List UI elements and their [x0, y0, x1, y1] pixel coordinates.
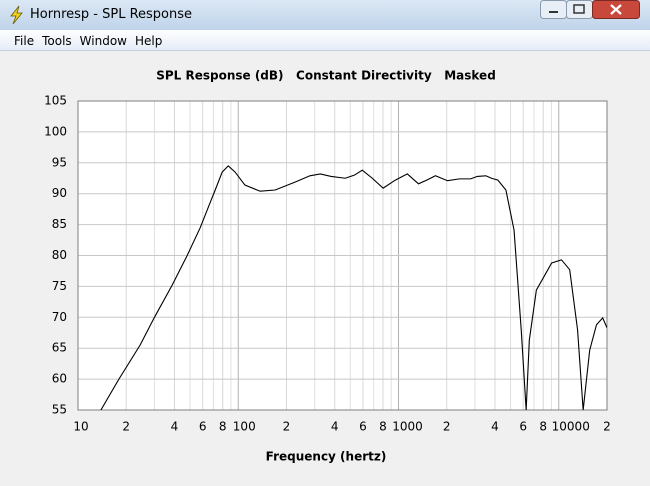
x-axis-label: Frequency (hertz) [266, 450, 387, 464]
x-tick-label: 4 [331, 420, 339, 434]
y-tick-label: 70 [52, 310, 67, 324]
y-tick-label: 60 [52, 372, 67, 386]
x-tick-label: 2 [283, 420, 291, 434]
x-tick-label: 4 [171, 420, 179, 434]
x-tick-label: 2 [443, 420, 451, 434]
x-tick-label: 8 [379, 420, 387, 434]
x-tick-label: 1000 [392, 420, 423, 434]
y-tick-label: 75 [52, 279, 67, 293]
x-tick-label: 10 [73, 420, 88, 434]
x-tick-label: 8 [539, 420, 547, 434]
menu-item[interactable]: Window [79, 34, 127, 48]
x-tick-label: 6 [199, 420, 207, 434]
y-tick-label: 90 [52, 186, 67, 200]
window-title: Hornresp - SPL Response [30, 7, 193, 22]
x-tick-label: 6 [359, 420, 367, 434]
plot-border [77, 100, 608, 411]
x-tick-label: 100 [233, 420, 256, 434]
menu-item[interactable]: File [14, 34, 35, 48]
menu-item[interactable]: Tools [42, 34, 72, 48]
spl-curve [100, 165, 607, 410]
app-icon [10, 5, 23, 25]
y-tick-label: 100 [44, 124, 67, 138]
y-tick-label: 85 [52, 217, 67, 231]
x-tick-label: 4 [491, 420, 499, 434]
y-tick-label: 80 [52, 248, 67, 262]
chart-title: SPL Response (dB) Constant Directivity M… [156, 69, 496, 83]
menu-bar: File Tools Window Help [0, 30, 650, 51]
x-tick-label: 10000 [552, 420, 590, 434]
menu-item[interactable]: Help [134, 34, 163, 48]
x-tick-label: 2 [603, 420, 611, 434]
window-controls[interactable] [540, 0, 650, 22]
y-tick-label: 65 [52, 341, 67, 355]
y-tick-label: 95 [52, 155, 67, 169]
title-bar: Hornresp - SPL Response [0, 0, 650, 30]
x-tick-label: 6 [519, 420, 527, 434]
x-tick-label: 8 [219, 420, 227, 434]
x-tick-label: 2 [122, 420, 130, 434]
y-tick-label: 55 [52, 403, 67, 417]
y-tick-label: 105 [44, 94, 67, 108]
